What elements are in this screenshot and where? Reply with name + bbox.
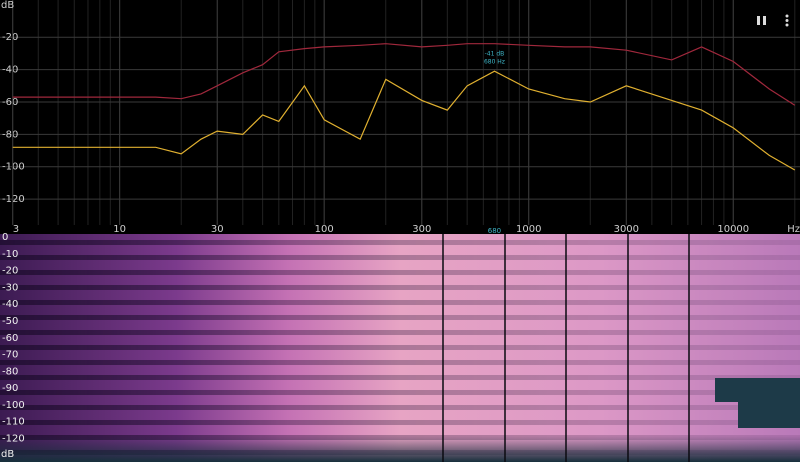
y-tick-label: -60 [2,333,18,344]
y-tick-label: -70 [2,350,18,361]
x-tick-label: 3 [13,224,19,235]
y-tick-label: -90 [2,383,18,394]
y-tick-label: -80 [2,129,18,140]
y-tick-label: -40 [2,299,18,310]
y-axis-label: dB [1,449,14,460]
y-tick-label: -20 [2,32,18,43]
x-axis-label: Hz [787,224,800,235]
cursor-readout: 680 Hz [484,59,505,66]
x-tick-label: 100 [315,224,334,235]
x-tick-label: 10000 [717,224,749,235]
y-tick-label: -120 [2,194,25,205]
y-tick-label: -120 [2,433,25,444]
y-tick-label: 0 [2,232,8,243]
x-tick-label: 300 [412,224,431,235]
y-tick-label: -30 [2,282,18,293]
cursor-label: 680 [488,227,501,235]
spectrogram: 0 -10 -20 -30 -40 -50 -60 -70 -80 -90 -100 -110 -120… [0,227,800,462]
y-tick-label: -100 [2,162,25,173]
x-tick-label: 10 [113,224,126,235]
y-tick-label: -60 [2,97,18,108]
menu-button[interactable] [785,14,789,27]
y-axis-label: dB [1,0,14,11]
spectrogram-floor [0,436,800,462]
spectrum-line [12,43,796,106]
spectrogram-dark-region [715,378,800,428]
spectrogram-cursors [442,234,690,462]
y-tick-label: -80 [2,366,18,377]
y-tick-label: -50 [2,316,18,327]
pause-button[interactable] [757,16,766,25]
y-tick-label: -10 [2,249,18,260]
y-tick-label: -20 [2,266,18,277]
x-tick-label: 30 [211,224,224,235]
spectrum-background [0,0,800,228]
spectrogram-bands [0,234,800,462]
cursor-readout: -41 dB [485,51,505,58]
y-tick-label: -100 [2,400,25,411]
y-tick-label: -40 [2,65,18,76]
x-tick-label: 1000 [516,224,541,235]
x-tick-label: 3000 [614,224,639,235]
y-tick-label: -110 [2,417,25,428]
spectrum-line [12,70,796,171]
spectrum-plot: -20 -40 -60 -80 -100 -120 3 10 30 100 300 1000 3000 1… [0,0,800,235]
